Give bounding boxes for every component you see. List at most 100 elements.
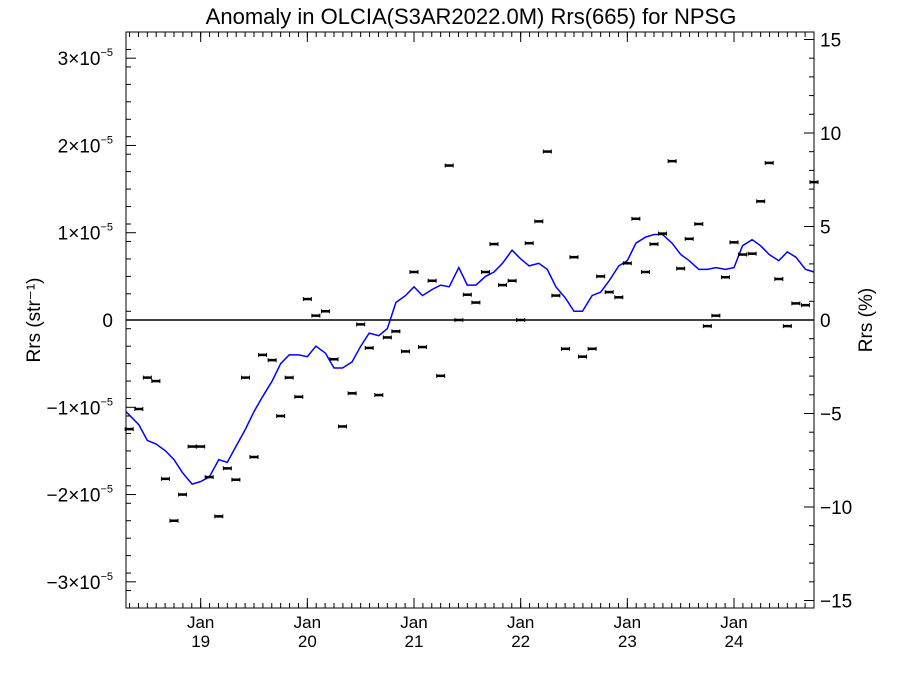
data-point	[587, 346, 597, 351]
x-tick-month: Jan	[400, 613, 427, 632]
data-point	[187, 444, 197, 449]
data-point	[676, 266, 686, 271]
data-point	[178, 492, 188, 497]
data-point	[596, 274, 606, 279]
data-point	[240, 375, 250, 380]
data-point	[204, 475, 214, 480]
data-point	[267, 358, 277, 363]
data-point	[391, 329, 401, 334]
data-point	[214, 514, 224, 519]
data-point	[231, 477, 241, 482]
data-point	[711, 313, 721, 318]
data-point	[471, 300, 481, 305]
right-tick-label: −15	[820, 592, 852, 613]
data-point	[454, 318, 464, 322]
right-tick-label: 0	[820, 311, 831, 332]
x-tick-year: 24	[725, 632, 744, 651]
data-point	[409, 270, 419, 274]
x-tick-month: Jan	[614, 613, 641, 632]
data-point	[480, 270, 490, 274]
right-tick-label: 10	[820, 124, 841, 145]
data-point	[294, 394, 304, 399]
data-point	[507, 278, 517, 283]
data-point	[311, 313, 321, 318]
data-point	[151, 379, 161, 384]
left-tick-label: 0	[102, 311, 113, 332]
data-point	[649, 242, 659, 247]
data-point	[578, 354, 588, 359]
data-point	[702, 324, 712, 329]
data-point	[738, 252, 748, 257]
data-point	[569, 255, 579, 260]
data-point	[542, 149, 552, 154]
data-point	[222, 466, 232, 471]
data-point	[747, 251, 757, 256]
data-point	[631, 216, 641, 221]
x-tick-month: Jan	[507, 613, 534, 632]
data-point	[276, 414, 286, 418]
data-point	[196, 444, 206, 449]
data-point	[489, 242, 499, 247]
right-tick-label: −5	[820, 405, 842, 426]
data-point	[364, 345, 374, 350]
data-point	[356, 322, 366, 327]
data-point	[427, 278, 437, 283]
data-point	[124, 427, 134, 432]
data-point	[347, 391, 357, 396]
data-point	[782, 324, 792, 329]
data-point	[462, 292, 472, 297]
data-point	[142, 375, 152, 380]
left-tick-label: 3×10−5	[58, 47, 113, 70]
data-point	[302, 297, 312, 302]
right-tick-label: −10	[820, 498, 852, 519]
x-tick-year: 22	[511, 632, 530, 651]
data-point	[764, 160, 774, 165]
data-point	[774, 276, 784, 281]
data-point	[249, 455, 259, 460]
data-point	[320, 309, 330, 314]
left-tick-label: −2×10−5	[47, 484, 113, 507]
x-tick-month: Jan	[187, 613, 214, 632]
left-tick-label: 1×10−5	[58, 222, 113, 245]
data-point	[551, 293, 561, 298]
data-point	[694, 222, 704, 226]
data-point	[418, 345, 428, 350]
x-tick-month: Jan	[720, 613, 747, 632]
data-point	[756, 199, 766, 204]
data-point	[400, 349, 410, 354]
data-point	[382, 335, 392, 340]
data-point	[524, 241, 534, 246]
data-point	[560, 346, 570, 351]
data-point	[258, 352, 268, 357]
left-tick-label: −1×10−5	[47, 396, 113, 419]
data-point	[684, 236, 694, 241]
data-point	[374, 393, 384, 398]
data-point	[444, 163, 454, 168]
y-axis-label-left: Rrs (str⁻¹)	[24, 278, 45, 363]
data-point	[338, 424, 348, 429]
data-point	[720, 275, 730, 280]
x-tick-year: 19	[191, 632, 210, 651]
data-point	[160, 476, 170, 481]
data-point	[614, 295, 624, 300]
data-point	[622, 261, 632, 266]
data-point	[667, 159, 677, 164]
data-point	[516, 318, 526, 322]
right-tick-label: 5	[820, 217, 831, 238]
data-point	[658, 231, 668, 236]
chart-title: Anomaly in OLCIA(S3AR2022.0M) Rrs(665) f…	[206, 4, 737, 29]
data-point	[498, 283, 508, 288]
data-point	[436, 373, 446, 378]
right-tick-label: 15	[820, 30, 841, 51]
data-point	[284, 375, 294, 380]
data-point	[534, 219, 544, 224]
data-point	[169, 518, 179, 523]
data-point	[134, 407, 144, 412]
data-point	[640, 270, 650, 274]
x-tick-year: 23	[618, 632, 637, 651]
data-point	[800, 303, 810, 308]
data-point	[604, 290, 614, 295]
data-point	[729, 240, 739, 245]
left-tick-label: 2×10−5	[58, 134, 113, 157]
